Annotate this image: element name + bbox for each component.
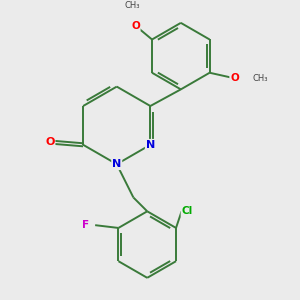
- Text: F: F: [82, 220, 89, 230]
- Text: CH₃: CH₃: [125, 1, 140, 10]
- Text: O: O: [131, 21, 140, 31]
- Text: O: O: [230, 73, 239, 83]
- Text: N: N: [112, 159, 122, 169]
- Text: N: N: [146, 140, 155, 150]
- Text: CH₃: CH₃: [252, 74, 268, 83]
- Text: O: O: [45, 137, 55, 147]
- Text: Cl: Cl: [182, 206, 193, 216]
